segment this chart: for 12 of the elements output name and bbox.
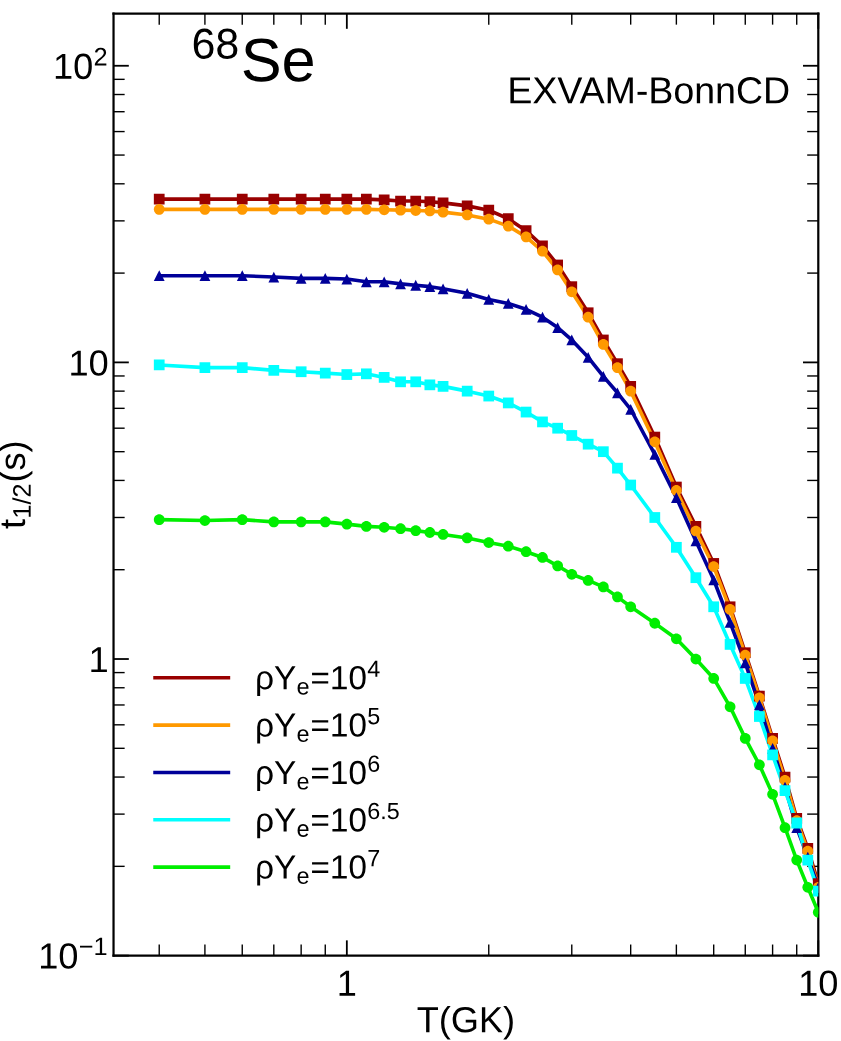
legend-label: ρY$_{e}$=10$^{7}$: [257, 850, 380, 886]
annotation: $^{68}$Se: [193, 28, 313, 82]
y-tick-label: 10$^{2}$: [55, 47, 107, 80]
legend-label: ρY$_{e}$=10$^{6}$: [257, 755, 380, 791]
annotation: EXVAM-BonnCD: [510, 77, 789, 104]
legend-label: ρY$_{e}$=10$^{4}$: [257, 660, 380, 697]
y-tick-label: 1: [91, 647, 107, 673]
x-axis-title: T(GK): [417, 1005, 513, 1040]
y-tick-label: 10$^{−1}$: [41, 937, 107, 969]
y-tick-label: 10: [71, 350, 108, 376]
legend-label: ρY$_{e}$=10$^{6.5}$: [257, 802, 399, 839]
legend-label: ρY$_{e}$=10$^{5}$: [257, 708, 380, 744]
